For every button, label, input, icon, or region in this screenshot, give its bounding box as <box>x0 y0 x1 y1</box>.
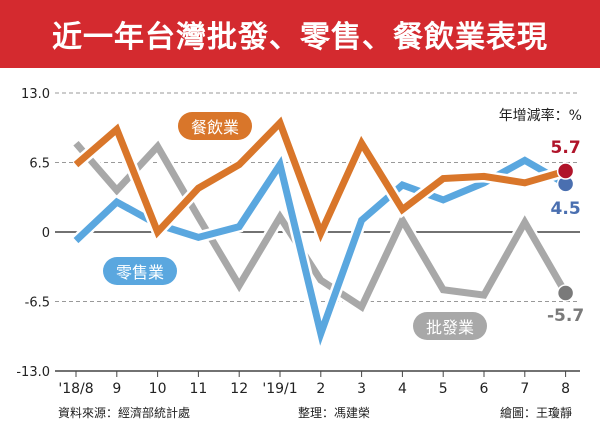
x-tick-label: 3 <box>357 381 366 397</box>
artist-note: 繪圖：王瓊靜 <box>500 406 573 420</box>
end-marker <box>556 162 575 180</box>
x-tick-label: 11 <box>189 381 207 397</box>
y-tick-label: -6.5 <box>25 296 50 311</box>
x-tick-label: 10 <box>149 381 167 397</box>
editor-note: 整理：馮建榮 <box>298 406 371 420</box>
end-marker <box>556 284 575 302</box>
series-label: 餐飲業 <box>191 118 239 137</box>
line-chart: 13.0 6.5 0 -6.5 -13.0 '18/8 9 10 11 12 '19/1 2 3 4 5 6 7… <box>16 87 584 397</box>
x-tick-label: 9 <box>112 381 121 397</box>
x-tick-label: 12 <box>230 381 248 397</box>
end-value-label: 4.5 <box>551 199 581 219</box>
y-tick-label: 0 <box>42 226 50 241</box>
x-tick-label: 5 <box>439 381 448 397</box>
series-label-bubble <box>413 312 487 340</box>
title-bar <box>0 0 600 68</box>
series-label: 零售業 <box>116 263 164 282</box>
unit-label: 年增減率：% <box>499 107 582 124</box>
x-tick-label: 8 <box>561 381 570 397</box>
series-label-bubble <box>178 112 252 140</box>
end-value-label: 5.7 <box>551 138 581 158</box>
end-value-label: -5.7 <box>547 306 584 326</box>
series-label: 批發業 <box>426 318 474 337</box>
x-tick-label: 6 <box>480 381 489 397</box>
y-tick-label: -13.0 <box>16 365 50 380</box>
x-tick-label: 4 <box>398 381 407 397</box>
y-tick-label: 6.5 <box>29 157 50 172</box>
series-label-bubble <box>103 257 177 285</box>
y-tick-label: 13.0 <box>21 87 50 102</box>
x-tick-label: '19/1 <box>262 381 297 397</box>
source-note: 資料來源：經濟部統計處 <box>58 406 191 420</box>
chart-title: 近一年台灣批發、零售、餐飲業表現 <box>52 20 548 55</box>
x-tick-label: '18/8 <box>58 381 93 397</box>
x-tick-label: 2 <box>316 381 325 397</box>
x-tick-label: 7 <box>520 381 529 397</box>
